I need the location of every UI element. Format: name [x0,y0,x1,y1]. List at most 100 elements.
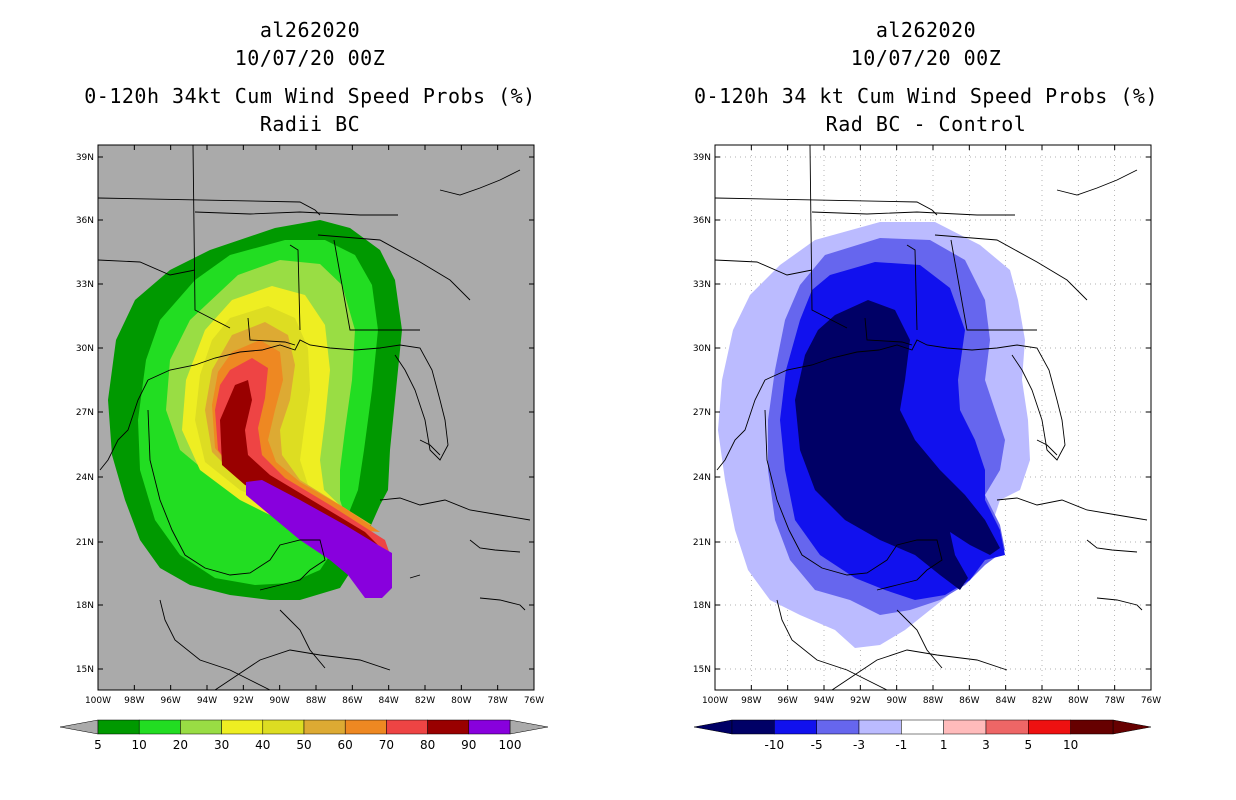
colorbar-arrow-right [1112,719,1152,735]
colorbar-label: 70 [379,738,394,752]
right-title-date: 10/07/20 00Z [850,46,1002,70]
colorbar-swatch [303,719,346,735]
colorbar-label: 40 [255,738,270,752]
colorbar-label: 60 [338,738,353,752]
colorbar-label: 80 [420,738,435,752]
lon-label: 100W [702,696,728,706]
lon-label: 94W [197,696,217,706]
lon-label: 96W [777,696,797,706]
lon-label: 88W [923,696,943,706]
colorbar-swatch [1070,719,1114,735]
colorbar-label: 5 [1025,738,1033,752]
colorbar-swatch [221,719,264,735]
colorbar-swatch [180,719,222,735]
right-title-storm-id: al262020 [875,18,977,42]
colorbar-label: 50 [296,738,311,752]
lon-label: 90W [886,696,906,706]
colorbar-swatch [901,719,944,735]
lon-label: 78W [1104,696,1124,706]
left-title-storm-id: al262020 [259,18,361,42]
right-map: 39N 36N 33N 30N 27N 24N 21N 18N 15N 100W 98W 96W 94W… [693,144,1161,706]
colorbar-label: -5 [811,738,823,752]
left-coastlines [98,145,531,690]
right-title-product: 0-120h 34 kt Cum Wind Speed Probs (%) [693,84,1159,108]
colorbar-swatch [344,719,387,735]
lon-label: 82W [1032,696,1052,706]
lat-label: 30N [693,344,711,354]
lon-label: 84W [378,696,398,706]
lat-label: 33N [693,280,711,290]
lon-label: 86W [959,696,979,706]
lat-label: 30N [76,344,94,354]
lon-label: 78W [487,696,507,706]
lon-label: 76W [524,696,544,706]
right-colorbar: -10 -5 -3 -1 1 3 5 10 [693,719,1152,752]
lon-label: 98W [124,696,144,706]
colorbar-swatch [731,719,775,735]
colorbar-label: 3 [982,738,990,752]
colorbar-swatch [816,719,860,735]
lat-label: 39N [693,153,711,163]
lat-label: 18N [76,601,94,611]
colorbar-swatch [262,719,305,735]
colorbar-swatch [138,719,181,735]
lon-label: 92W [233,696,253,706]
lon-label: 80W [451,696,471,706]
colorbar-label: 100 [499,738,522,752]
right-coastlines [715,145,1148,690]
contour-80 [220,380,378,545]
colorbar-label: 30 [214,738,229,752]
lon-label: 94W [814,696,834,706]
right-title-subtitle: Rad BC - Control [825,112,1027,136]
colorbar-swatch [858,719,902,735]
lat-label: 36N [693,216,711,226]
lat-label: 36N [76,216,94,226]
lat-label: 24N [693,473,711,483]
right-axes: 39N 36N 33N 30N 27N 24N 21N 18N 15N 100W 98W 96W 94W… [693,145,1161,706]
left-axes: 39N 36N 33N 30N 27N 24N 21N 18N 15N 100W 98W 96W 94W… [76,145,544,706]
contour-minus10 [795,300,1000,590]
contour-70 [215,358,392,560]
lat-label: 18N [693,601,711,611]
lon-label: 80W [1068,696,1088,706]
lon-label: 84W [995,696,1015,706]
colorbar-label: 20 [173,738,188,752]
lon-label: 92W [850,696,870,706]
colorbar-arrow-left [693,719,733,735]
lon-label: 98W [741,696,761,706]
lat-label: 24N [76,473,94,483]
lon-label: 86W [342,696,362,706]
lat-label: 21N [76,538,94,548]
lat-label: 27N [693,408,711,418]
lat-label: 15N [76,665,94,675]
colorbar-swatch [774,719,817,735]
colorbar-swatch [386,719,428,735]
lon-label: 76W [1141,696,1161,706]
colorbar-swatch [97,719,140,735]
lat-label: 21N [693,538,711,548]
lon-label: 96W [160,696,180,706]
lon-label: 100W [85,696,111,706]
lat-label: 33N [76,280,94,290]
left-title-date: 10/07/20 00Z [234,46,386,70]
right-title: al262020 10/07/20 00Z 0-120h 34 kt Cum W… [626,16,1226,138]
lon-label: 82W [415,696,435,706]
left-title-product: 0-120h 34kt Cum Wind Speed Probs (%) [84,84,536,108]
colorbar-label: -1 [895,738,907,752]
colorbar-swatch [1028,719,1071,735]
colorbar-label: 90 [461,738,476,752]
colorbar-label: 10 [132,738,147,752]
lon-label: 88W [306,696,326,706]
contour-100 [246,480,392,598]
left-title-subtitle: Radii BC [259,112,361,136]
colorbar-label: -3 [853,738,865,752]
colorbar-swatch [985,719,1029,735]
left-map: 39N 36N 33N 30N 27N 24N 21N 18N 15N 100W 98W 96W 94W… [76,144,544,706]
colorbar-swatch [427,719,470,735]
colorbar-swatch [468,719,511,735]
colorbar-swatch [943,719,987,735]
lat-label: 15N [693,665,711,675]
colorbar-label: 1 [940,738,948,752]
colorbar-label: -10 [765,738,785,752]
left-colorbar: 5 10 20 30 40 50 60 70 80 90 100 [59,719,549,752]
